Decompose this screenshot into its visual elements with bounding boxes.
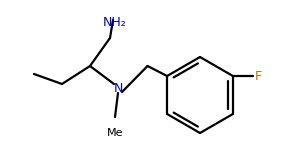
Text: Me: Me (107, 128, 123, 138)
Text: N: N (113, 81, 123, 95)
Text: F: F (255, 69, 262, 83)
Text: NH₂: NH₂ (103, 16, 127, 29)
